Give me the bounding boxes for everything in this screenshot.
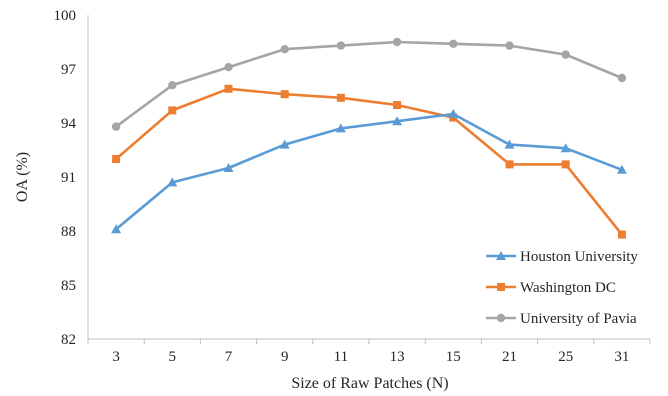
y-axis-title: OA (%) — [14, 152, 31, 202]
y-tick-label: 94 — [61, 116, 77, 132]
legend-label: Houston University — [520, 249, 638, 265]
series-houston-university — [111, 109, 627, 234]
data-point — [167, 177, 178, 187]
x-tick-label: 21 — [502, 349, 517, 365]
data-point — [111, 224, 122, 234]
legend-item: Washington DC — [486, 280, 616, 296]
legend-swatch-marker — [496, 313, 506, 323]
y-tick-label: 85 — [61, 278, 76, 294]
y-axis: 82 85 88 91 94 97 100 — [54, 8, 89, 348]
x-tick-label: 31 — [614, 349, 629, 365]
data-point — [560, 143, 571, 153]
x-tick-label: 15 — [446, 349, 461, 365]
legend-swatch-marker — [496, 251, 506, 260]
x-tick-label: 9 — [281, 349, 289, 365]
data-point — [448, 109, 459, 118]
data-point — [393, 101, 402, 109]
data-point — [223, 163, 234, 172]
data-point — [168, 81, 177, 90]
x-axis: 3 5 7 9 11 13 15 21 25 31 — [87, 338, 651, 365]
data-point — [617, 230, 626, 239]
series-university-of-pavia — [111, 37, 627, 131]
data-point — [336, 93, 345, 102]
series-layer — [111, 37, 627, 239]
data-point — [335, 123, 346, 133]
data-point — [616, 164, 627, 174]
data-point — [168, 106, 177, 115]
legend-item: Houston University — [486, 249, 638, 265]
x-tick-label: 3 — [112, 349, 120, 365]
data-point — [224, 62, 233, 72]
y-tick-label: 88 — [61, 224, 76, 240]
series-washington-dc — [112, 84, 626, 239]
x-tick-label: 5 — [169, 349, 177, 365]
x-axis-title: Size of Raw Patches (N) — [291, 375, 448, 392]
data-point — [224, 84, 233, 93]
data-point — [505, 41, 514, 50]
legend-label: University of Pavia — [520, 311, 637, 327]
data-point — [504, 139, 515, 149]
x-tick-label: 7 — [225, 349, 233, 365]
data-point — [561, 160, 570, 169]
data-point — [617, 73, 627, 83]
data-point — [112, 155, 121, 163]
data-point — [280, 45, 289, 54]
data-point — [561, 50, 570, 59]
data-point — [449, 39, 458, 48]
series-line — [115, 112, 623, 231]
series-line — [115, 40, 623, 128]
y-tick-label: 97 — [61, 62, 77, 78]
data-point — [336, 41, 346, 50]
data-point — [505, 160, 514, 169]
x-tick-label: 11 — [334, 349, 348, 365]
legend-label: Washington DC — [520, 280, 616, 296]
x-tick-label: 25 — [558, 349, 573, 365]
data-point — [279, 139, 290, 149]
y-tick-label: 91 — [61, 170, 76, 186]
data-point — [392, 116, 403, 126]
legend: Houston University Washington DC Universit… — [486, 249, 638, 327]
x-tick-label: 13 — [390, 349, 405, 365]
y-tick-label: 100 — [54, 8, 77, 24]
legend-swatch-marker — [497, 283, 505, 291]
series-line — [115, 87, 623, 236]
legend-item: University of Pavia — [486, 311, 637, 327]
y-tick-label: 82 — [61, 332, 76, 348]
data-point — [280, 90, 289, 99]
data-point — [392, 37, 402, 47]
data-point — [111, 122, 121, 131]
